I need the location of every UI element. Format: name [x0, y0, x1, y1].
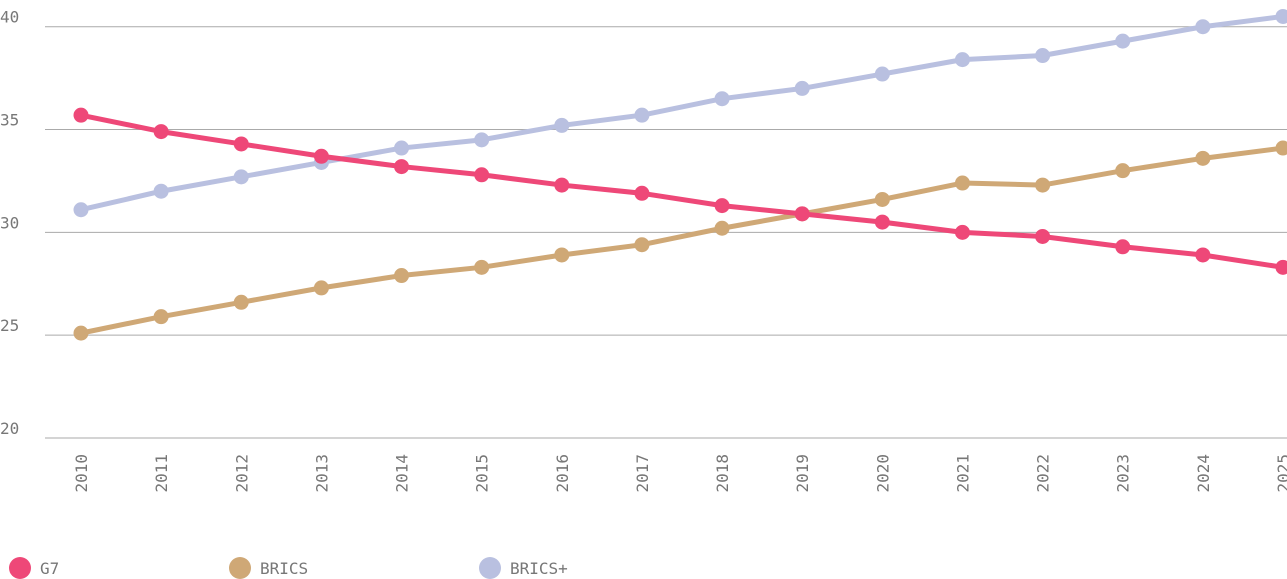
- data-point: [153, 124, 169, 140]
- y-tick-label: 30: [0, 213, 19, 232]
- data-point: [1035, 177, 1051, 193]
- x-tick-label: 2025: [1274, 454, 1287, 493]
- data-point: [794, 206, 810, 222]
- data-point: [714, 91, 730, 107]
- x-tick-label: 2024: [1194, 454, 1213, 493]
- data-point: [313, 148, 329, 164]
- data-point: [474, 167, 490, 183]
- data-point: [233, 169, 249, 185]
- legend-label: BRICS: [260, 559, 308, 578]
- x-tick-label: 2022: [1034, 454, 1053, 493]
- y-tick-label: 20: [0, 419, 19, 438]
- data-point: [1115, 33, 1131, 49]
- data-point: [73, 325, 89, 341]
- data-point: [394, 140, 410, 156]
- data-point: [474, 132, 490, 148]
- series-line: [80, 145, 1284, 336]
- data-point: [954, 175, 970, 191]
- data-point: [394, 268, 410, 284]
- data-point: [794, 80, 810, 96]
- data-point: [874, 66, 890, 82]
- data-point: [634, 107, 650, 123]
- data-point: [554, 117, 570, 133]
- data-point: [1195, 150, 1211, 166]
- legend-label: BRICS+: [510, 559, 568, 578]
- data-point: [73, 107, 89, 123]
- y-tick-label: 35: [0, 111, 19, 130]
- x-tick-label: 2017: [633, 454, 652, 493]
- legend-swatch: [479, 557, 501, 579]
- x-tick-label: 2023: [1114, 454, 1133, 493]
- legend-swatch: [229, 557, 251, 579]
- data-point: [73, 202, 89, 218]
- data-point: [874, 214, 890, 230]
- data-point: [474, 259, 490, 275]
- x-tick-label: 2016: [553, 454, 572, 493]
- data-point: [1115, 239, 1131, 255]
- x-tick-label: 2011: [152, 454, 171, 493]
- data-point: [1035, 228, 1051, 244]
- legend-label: G7: [40, 559, 59, 578]
- data-point: [233, 136, 249, 152]
- data-point: [954, 224, 970, 240]
- y-tick-label: 25: [0, 316, 19, 335]
- data-point: [313, 280, 329, 296]
- data-point: [554, 247, 570, 263]
- data-point: [1275, 140, 1287, 156]
- data-point: [1035, 48, 1051, 64]
- series-line: [80, 13, 1284, 213]
- data-point: [153, 309, 169, 325]
- data-point: [634, 237, 650, 253]
- data-point: [634, 185, 650, 201]
- data-point: [714, 220, 730, 236]
- x-tick-label: 2019: [793, 454, 812, 493]
- series-line: [80, 112, 1284, 270]
- data-point: [1275, 259, 1287, 275]
- legend-swatch: [9, 557, 31, 579]
- x-tick-label: 2013: [312, 454, 331, 493]
- data-point: [394, 159, 410, 175]
- data-point: [874, 191, 890, 207]
- x-tick-label: 2012: [232, 454, 251, 493]
- x-tick-label: 2021: [953, 454, 972, 493]
- data-point: [1195, 247, 1211, 263]
- data-point: [1115, 163, 1131, 179]
- data-point: [153, 183, 169, 199]
- data-point: [554, 177, 570, 193]
- data-point: [954, 52, 970, 68]
- x-tick-label: 2018: [713, 454, 732, 493]
- x-tick-label: 2020: [873, 454, 892, 493]
- x-tick-label: 2015: [473, 454, 492, 493]
- y-tick-label: 40: [0, 8, 19, 27]
- data-point: [233, 294, 249, 310]
- data-point: [1195, 19, 1211, 35]
- x-tick-label: 2014: [393, 454, 412, 493]
- data-point: [1275, 8, 1287, 24]
- data-point: [714, 198, 730, 214]
- x-tick-label: 2010: [72, 454, 91, 493]
